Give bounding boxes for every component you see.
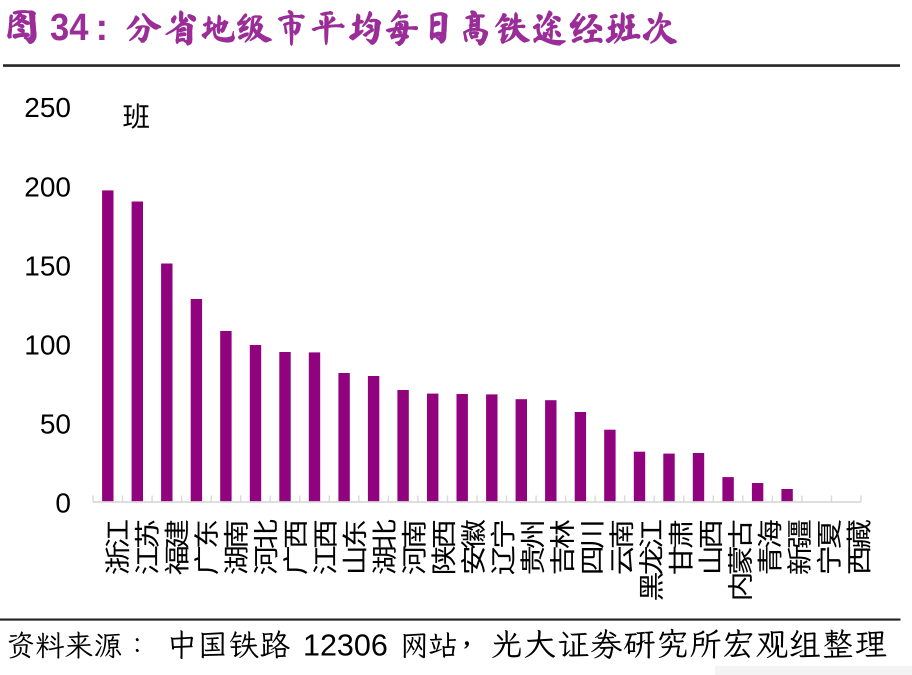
svg-text:0: 0: [55, 488, 71, 519]
svg-text::: :: [96, 7, 109, 49]
svg-text:200: 200: [24, 171, 71, 202]
svg-text:12306: 12306: [303, 628, 388, 662]
svg-text:150: 150: [24, 250, 71, 281]
svg-text:34: 34: [50, 7, 89, 49]
svg-text:100: 100: [24, 330, 71, 361]
svg-text:50: 50: [40, 409, 71, 440]
svg-text:250: 250: [24, 92, 71, 123]
